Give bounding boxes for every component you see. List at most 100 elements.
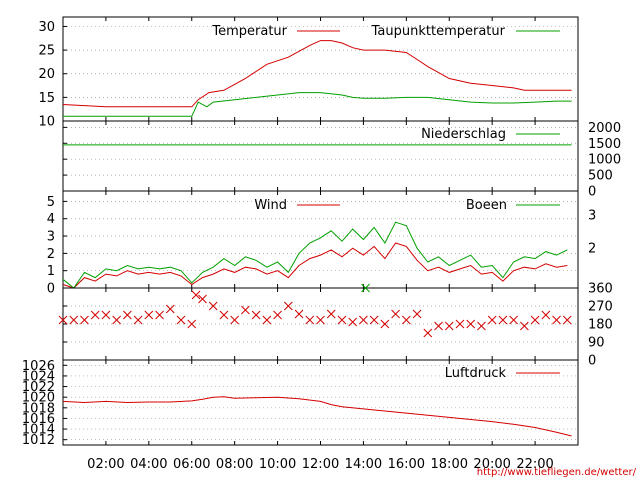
panel-3-point	[273, 310, 282, 320]
panel-3-point	[361, 283, 370, 293]
panel-3-ytick-label: 180	[588, 318, 613, 333]
panel-3-point	[369, 315, 379, 325]
panel-3-point	[434, 321, 443, 331]
panel-0-ytick-label: 25	[38, 44, 55, 59]
panel-3-point	[530, 315, 540, 325]
panel-0-ytick-label: 20	[38, 67, 55, 82]
panel-3-point	[262, 315, 272, 325]
panel-4-ytick-label: 1014	[22, 423, 55, 438]
xtick-label: 18:00	[431, 457, 468, 472]
legend-label-1-0: Niederschlag	[421, 127, 506, 142]
credit-text: http://www.tiefliegen.de/wetter/	[477, 467, 637, 478]
panel-1-ytick-label: 2000	[588, 121, 621, 136]
panel-4-ytick-label: 1020	[22, 391, 55, 406]
panel-3-point	[191, 290, 201, 300]
panel-0-ytick-label: 30	[38, 20, 55, 35]
panel-3-point	[498, 315, 508, 325]
panel-3-point	[444, 321, 454, 331]
xtick-label: 12:00	[302, 457, 339, 472]
panel-3-point	[155, 310, 164, 320]
panel-3-point	[509, 315, 518, 325]
panel-2-ytick-label: 0	[47, 282, 55, 297]
panel-3-point	[401, 315, 411, 325]
panel-3-point	[305, 315, 315, 325]
panel-3-point	[58, 315, 68, 325]
xtick-label: 04:00	[130, 457, 167, 472]
panel-3-point	[326, 309, 336, 319]
panel-3-point	[283, 301, 293, 311]
legend-label-0-1: Taupunkttemperatur	[371, 24, 506, 39]
series-line-temperatur	[62, 40, 572, 108]
panel-0-ytick-label: 10	[38, 115, 55, 130]
panel-3-point	[455, 319, 465, 329]
panel-3-point	[477, 321, 486, 331]
panel-3-point	[112, 315, 121, 325]
panel-3-point	[144, 310, 154, 320]
panel-4-ytick-label: 1026	[22, 359, 55, 374]
legend-label-2-1: Boeen	[466, 198, 507, 213]
panel-3-point	[69, 315, 79, 325]
panel-3-point	[187, 319, 197, 329]
legend-label-4-0: Luftdruck	[445, 366, 507, 381]
panel-3-point	[541, 310, 551, 320]
xtick-label: 08:00	[216, 457, 253, 472]
panel-2-ytick-label: 4	[47, 212, 55, 227]
panel-3-point	[101, 310, 111, 320]
legend-label-0-0: Temperatur	[211, 24, 287, 39]
panel-3-point	[337, 315, 347, 325]
xtick-label: 16:00	[388, 457, 425, 472]
panel-3-frame	[62, 287, 579, 361]
panel-3-point	[208, 301, 218, 311]
panel-3-point	[391, 309, 400, 319]
panel-3-point	[230, 315, 240, 325]
xtick-label: 02:00	[87, 457, 124, 472]
panel-2-y2tick-label: 2	[588, 242, 596, 257]
panel-3-ytick-label: 0	[588, 354, 596, 369]
panel-3-point	[348, 317, 358, 327]
panel-2-ytick-label: 5	[47, 195, 55, 210]
xtick-label: 06:00	[173, 457, 210, 472]
panel-3-point	[520, 321, 529, 331]
panel-3-point	[412, 309, 422, 319]
panel-3-point	[423, 328, 433, 338]
panel-3-point	[219, 310, 229, 320]
xtick-label: 20:00	[473, 457, 510, 472]
panel-3-point	[241, 305, 250, 315]
panel-3-point	[466, 319, 476, 329]
panel-4-ytick-label: 1016	[22, 412, 55, 427]
panel-3-point	[165, 304, 175, 314]
series-line-boeen	[62, 221, 568, 289]
panel-1-ytick-label: 1500	[588, 137, 621, 152]
panel-3-point	[487, 315, 497, 325]
panel-1-ytick-label: 500	[588, 169, 613, 184]
panel-4-ytick-label: 1012	[22, 433, 55, 448]
panel-3-point	[198, 294, 207, 304]
xtick-label: 10:00	[259, 457, 296, 472]
panel-3-ytick-label: 270	[588, 300, 613, 315]
panel-3-point	[133, 315, 143, 325]
panel-1-ytick-label: 1000	[588, 153, 621, 168]
panel-3-point	[251, 310, 261, 320]
panel-4-ytick-label: 1022	[22, 380, 55, 395]
panel-3-point	[316, 315, 325, 325]
xtick-label: 22:00	[516, 457, 553, 472]
panel-4-ytick-label: 1018	[22, 401, 55, 416]
panel-3-point	[380, 319, 390, 329]
panel-3-point	[562, 315, 572, 325]
panel-2-ytick-label: 1	[47, 264, 55, 279]
panel-0-ytick-label: 15	[38, 91, 55, 106]
panel-3-point	[294, 309, 304, 319]
panel-3-point	[90, 310, 100, 320]
panel-3-point	[80, 315, 89, 325]
xtick-label: 14:00	[345, 457, 382, 472]
legend-label-2-0: Wind	[254, 198, 287, 213]
panel-3-ytick-label: 90	[588, 336, 605, 351]
series-line-wind	[62, 242, 568, 289]
panel-2-y2tick-label: 3	[588, 209, 596, 224]
series-line-taupunkttemperatur	[63, 92, 572, 117]
panel-4-ytick-label: 1024	[22, 369, 55, 384]
panel-3-point	[176, 315, 186, 325]
panel-1-ytick-label: 0	[588, 185, 596, 200]
panel-2-ytick-label: 3	[47, 230, 55, 245]
